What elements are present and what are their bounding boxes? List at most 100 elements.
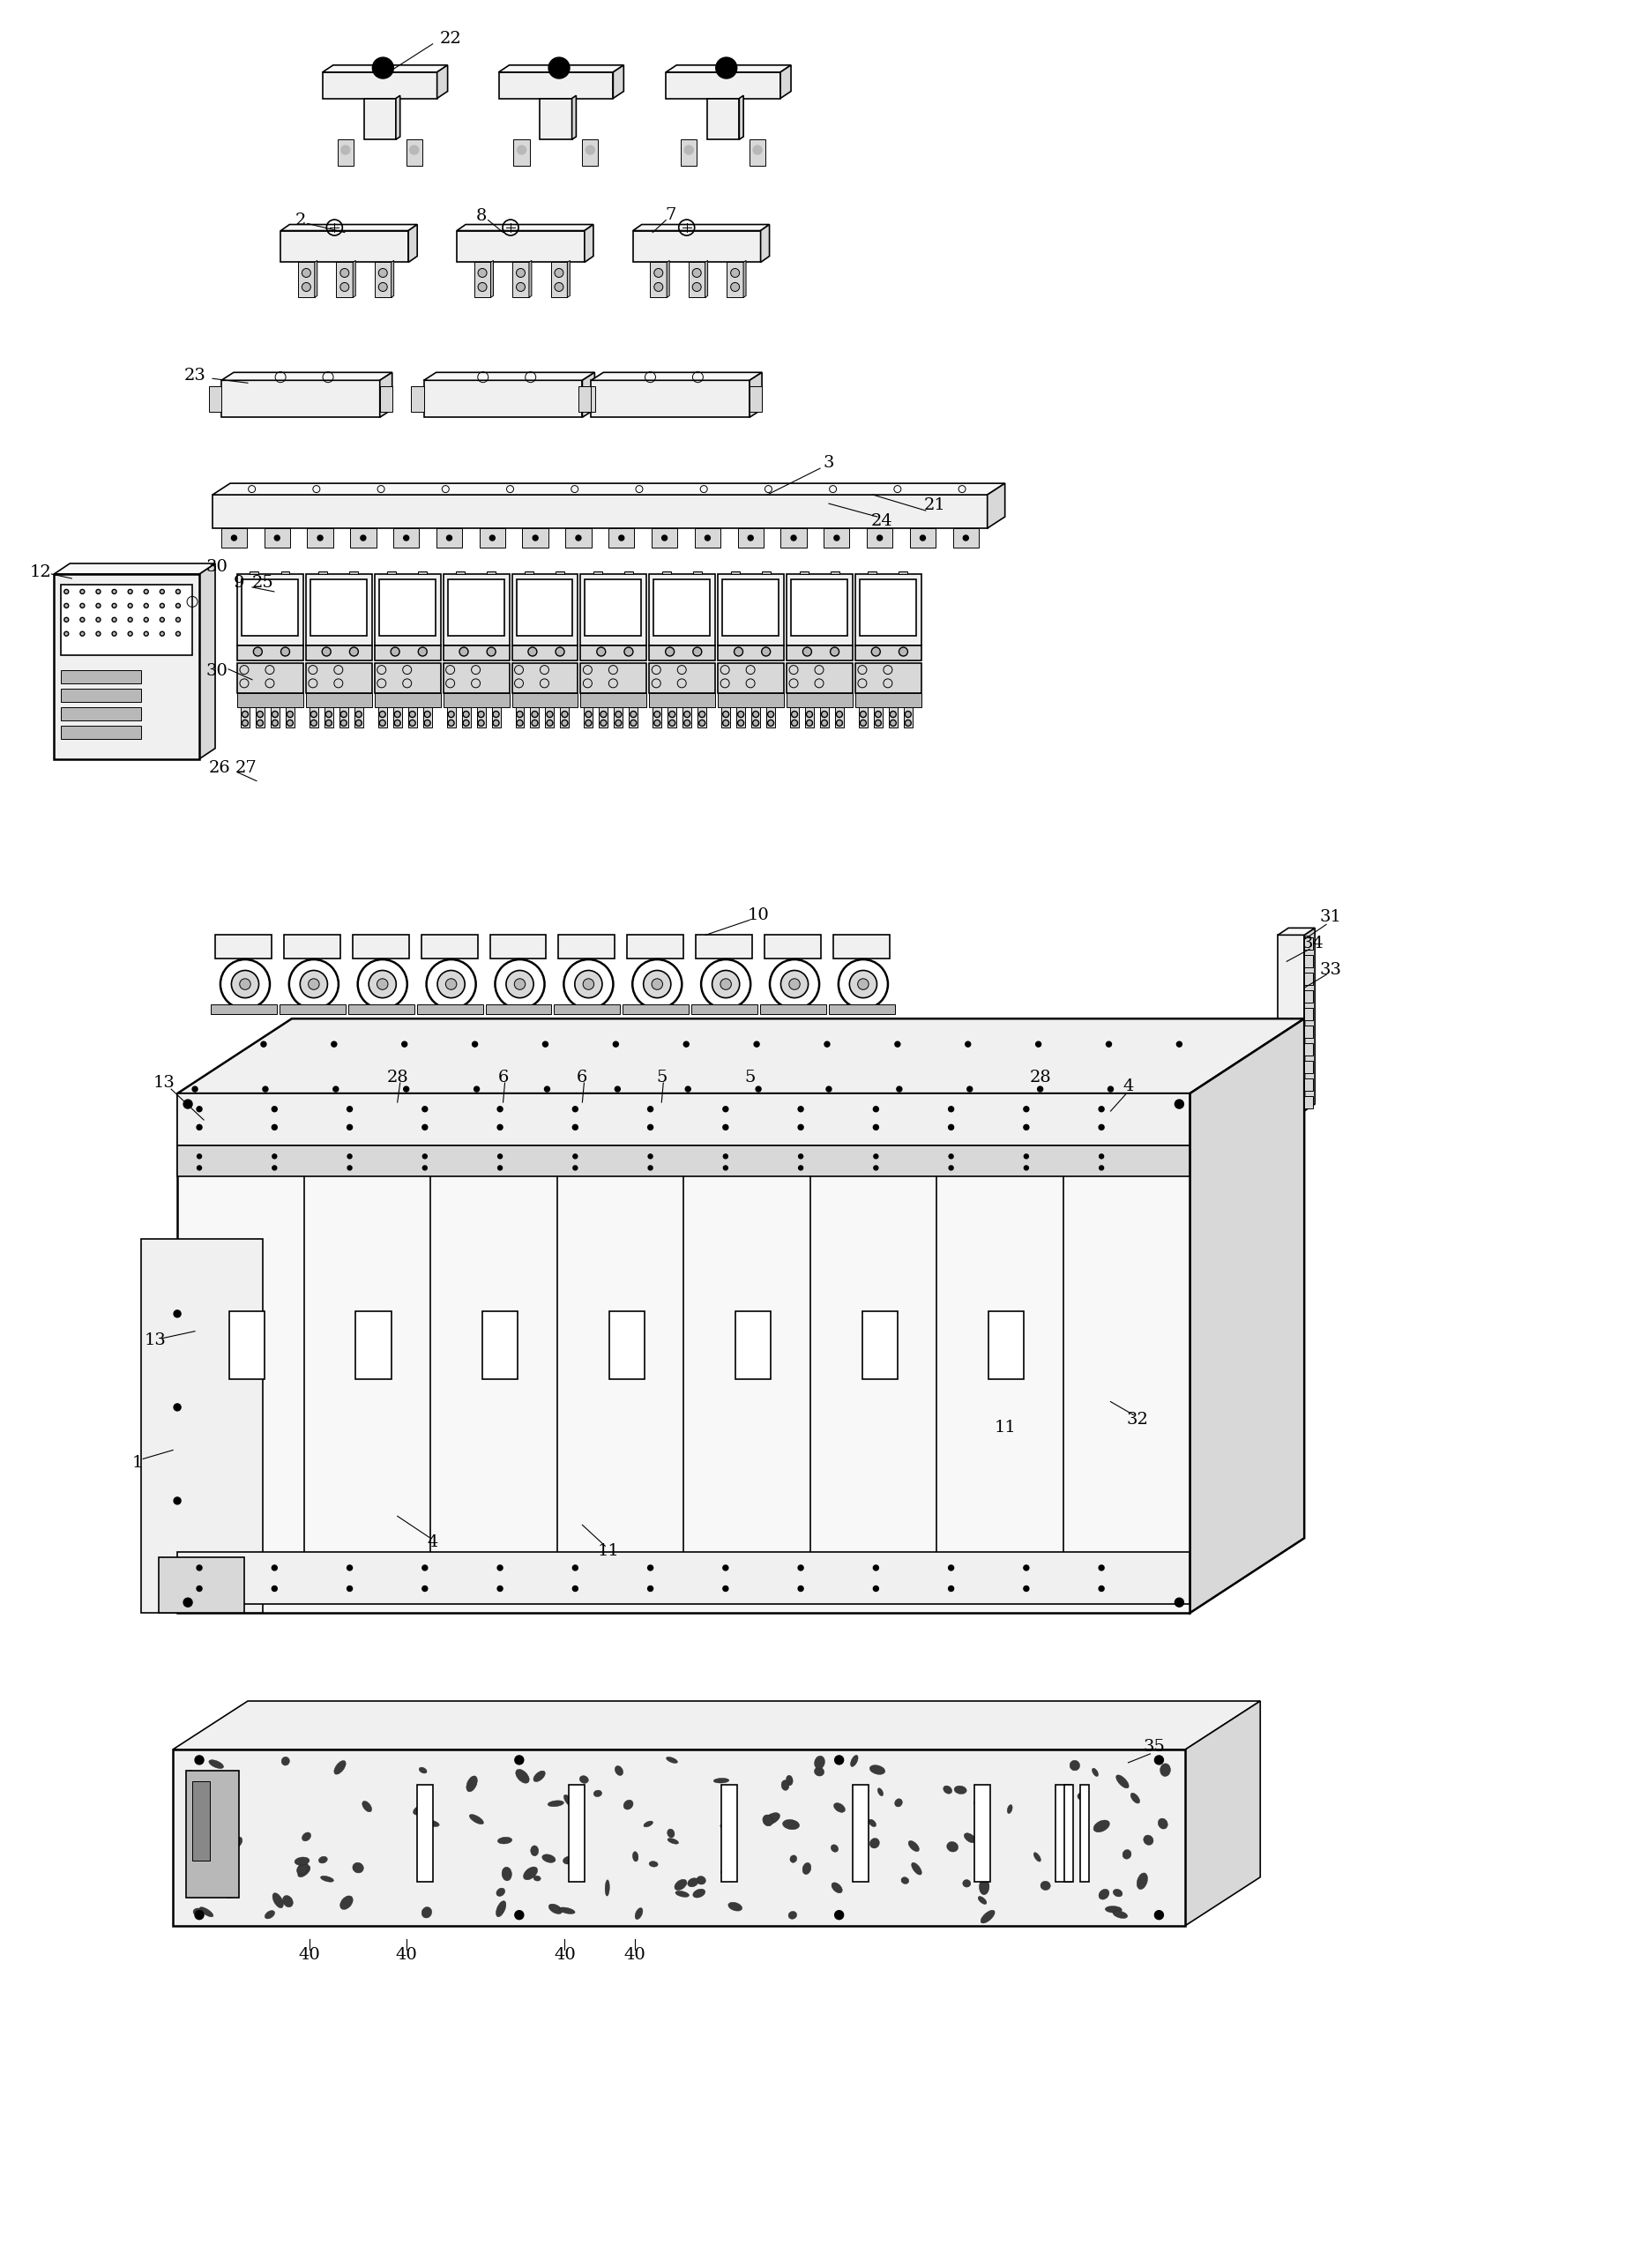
Circle shape [1099,1154,1104,1159]
Circle shape [449,712,454,717]
Text: 28: 28 [1029,1070,1050,1086]
Polygon shape [374,263,392,297]
Ellipse shape [667,1758,678,1762]
Circle shape [706,535,711,540]
Bar [1304,991,1314,1002]
Bar [418,1785,433,1882]
Circle shape [356,712,361,717]
Text: 3: 3 [823,456,834,472]
Circle shape [647,1565,654,1569]
Ellipse shape [1070,1760,1080,1771]
Polygon shape [515,708,524,728]
Circle shape [96,590,101,594]
Circle shape [403,535,408,540]
Ellipse shape [205,1812,220,1823]
Polygon shape [364,98,395,141]
Ellipse shape [623,1801,633,1810]
Ellipse shape [548,1903,563,1914]
Circle shape [693,646,702,655]
Circle shape [724,1585,728,1592]
Circle shape [792,719,798,726]
Ellipse shape [363,1801,372,1812]
Circle shape [585,719,592,726]
Polygon shape [177,1018,1304,1093]
Circle shape [1177,1041,1182,1048]
Circle shape [478,712,485,717]
Ellipse shape [189,1771,202,1778]
Polygon shape [337,263,353,297]
Polygon shape [722,708,730,728]
Bar [691,1005,758,1014]
Circle shape [967,1086,972,1091]
Bar [974,1785,990,1882]
Circle shape [515,1910,524,1919]
Circle shape [873,1585,878,1592]
Circle shape [730,268,740,277]
Circle shape [572,1107,577,1111]
Polygon shape [393,708,402,728]
Polygon shape [743,261,746,297]
Polygon shape [688,263,706,297]
Circle shape [463,719,470,726]
Bar [649,694,715,708]
Ellipse shape [790,1855,797,1862]
Polygon shape [54,574,200,760]
Circle shape [1024,1125,1029,1129]
Circle shape [348,1166,351,1170]
Ellipse shape [353,1862,364,1873]
Ellipse shape [696,1876,706,1885]
Circle shape [572,1166,577,1170]
Polygon shape [530,708,540,728]
Polygon shape [525,572,533,574]
Text: 30: 30 [207,662,228,678]
Ellipse shape [1006,1805,1013,1814]
Polygon shape [613,66,624,98]
Circle shape [286,712,293,717]
Ellipse shape [675,1892,689,1896]
Circle shape [350,646,358,655]
Polygon shape [436,528,462,547]
Circle shape [301,971,327,998]
Circle shape [798,1565,803,1569]
Bar [559,934,615,959]
Polygon shape [592,372,763,381]
Circle shape [615,712,621,717]
Circle shape [257,712,263,717]
Circle shape [346,1107,353,1111]
Bar [654,578,711,635]
Circle shape [325,712,332,717]
Polygon shape [408,225,418,263]
Polygon shape [740,95,743,141]
Circle shape [644,971,672,998]
Bar [1063,1785,1073,1882]
Text: 27: 27 [236,760,257,776]
Circle shape [128,617,132,621]
Ellipse shape [633,1851,639,1862]
Bar [1055,1785,1072,1882]
Ellipse shape [1112,1910,1127,1919]
Polygon shape [387,572,397,574]
Polygon shape [514,141,530,166]
Circle shape [517,712,524,717]
Circle shape [424,719,431,726]
Polygon shape [652,708,662,728]
Circle shape [272,1154,276,1159]
Circle shape [620,535,624,540]
Bar [608,1311,644,1379]
Bar [242,578,298,635]
Ellipse shape [333,1760,346,1774]
Ellipse shape [693,1889,706,1898]
Circle shape [1099,1565,1104,1569]
Ellipse shape [605,1880,610,1896]
Circle shape [176,617,180,621]
Circle shape [369,971,397,998]
Circle shape [1024,1565,1029,1569]
Circle shape [174,1404,180,1411]
Circle shape [395,712,400,717]
Text: 11: 11 [993,1420,1016,1436]
Circle shape [1099,1585,1104,1592]
Polygon shape [380,372,392,417]
Circle shape [63,631,68,635]
Circle shape [317,535,324,540]
Circle shape [699,719,706,726]
